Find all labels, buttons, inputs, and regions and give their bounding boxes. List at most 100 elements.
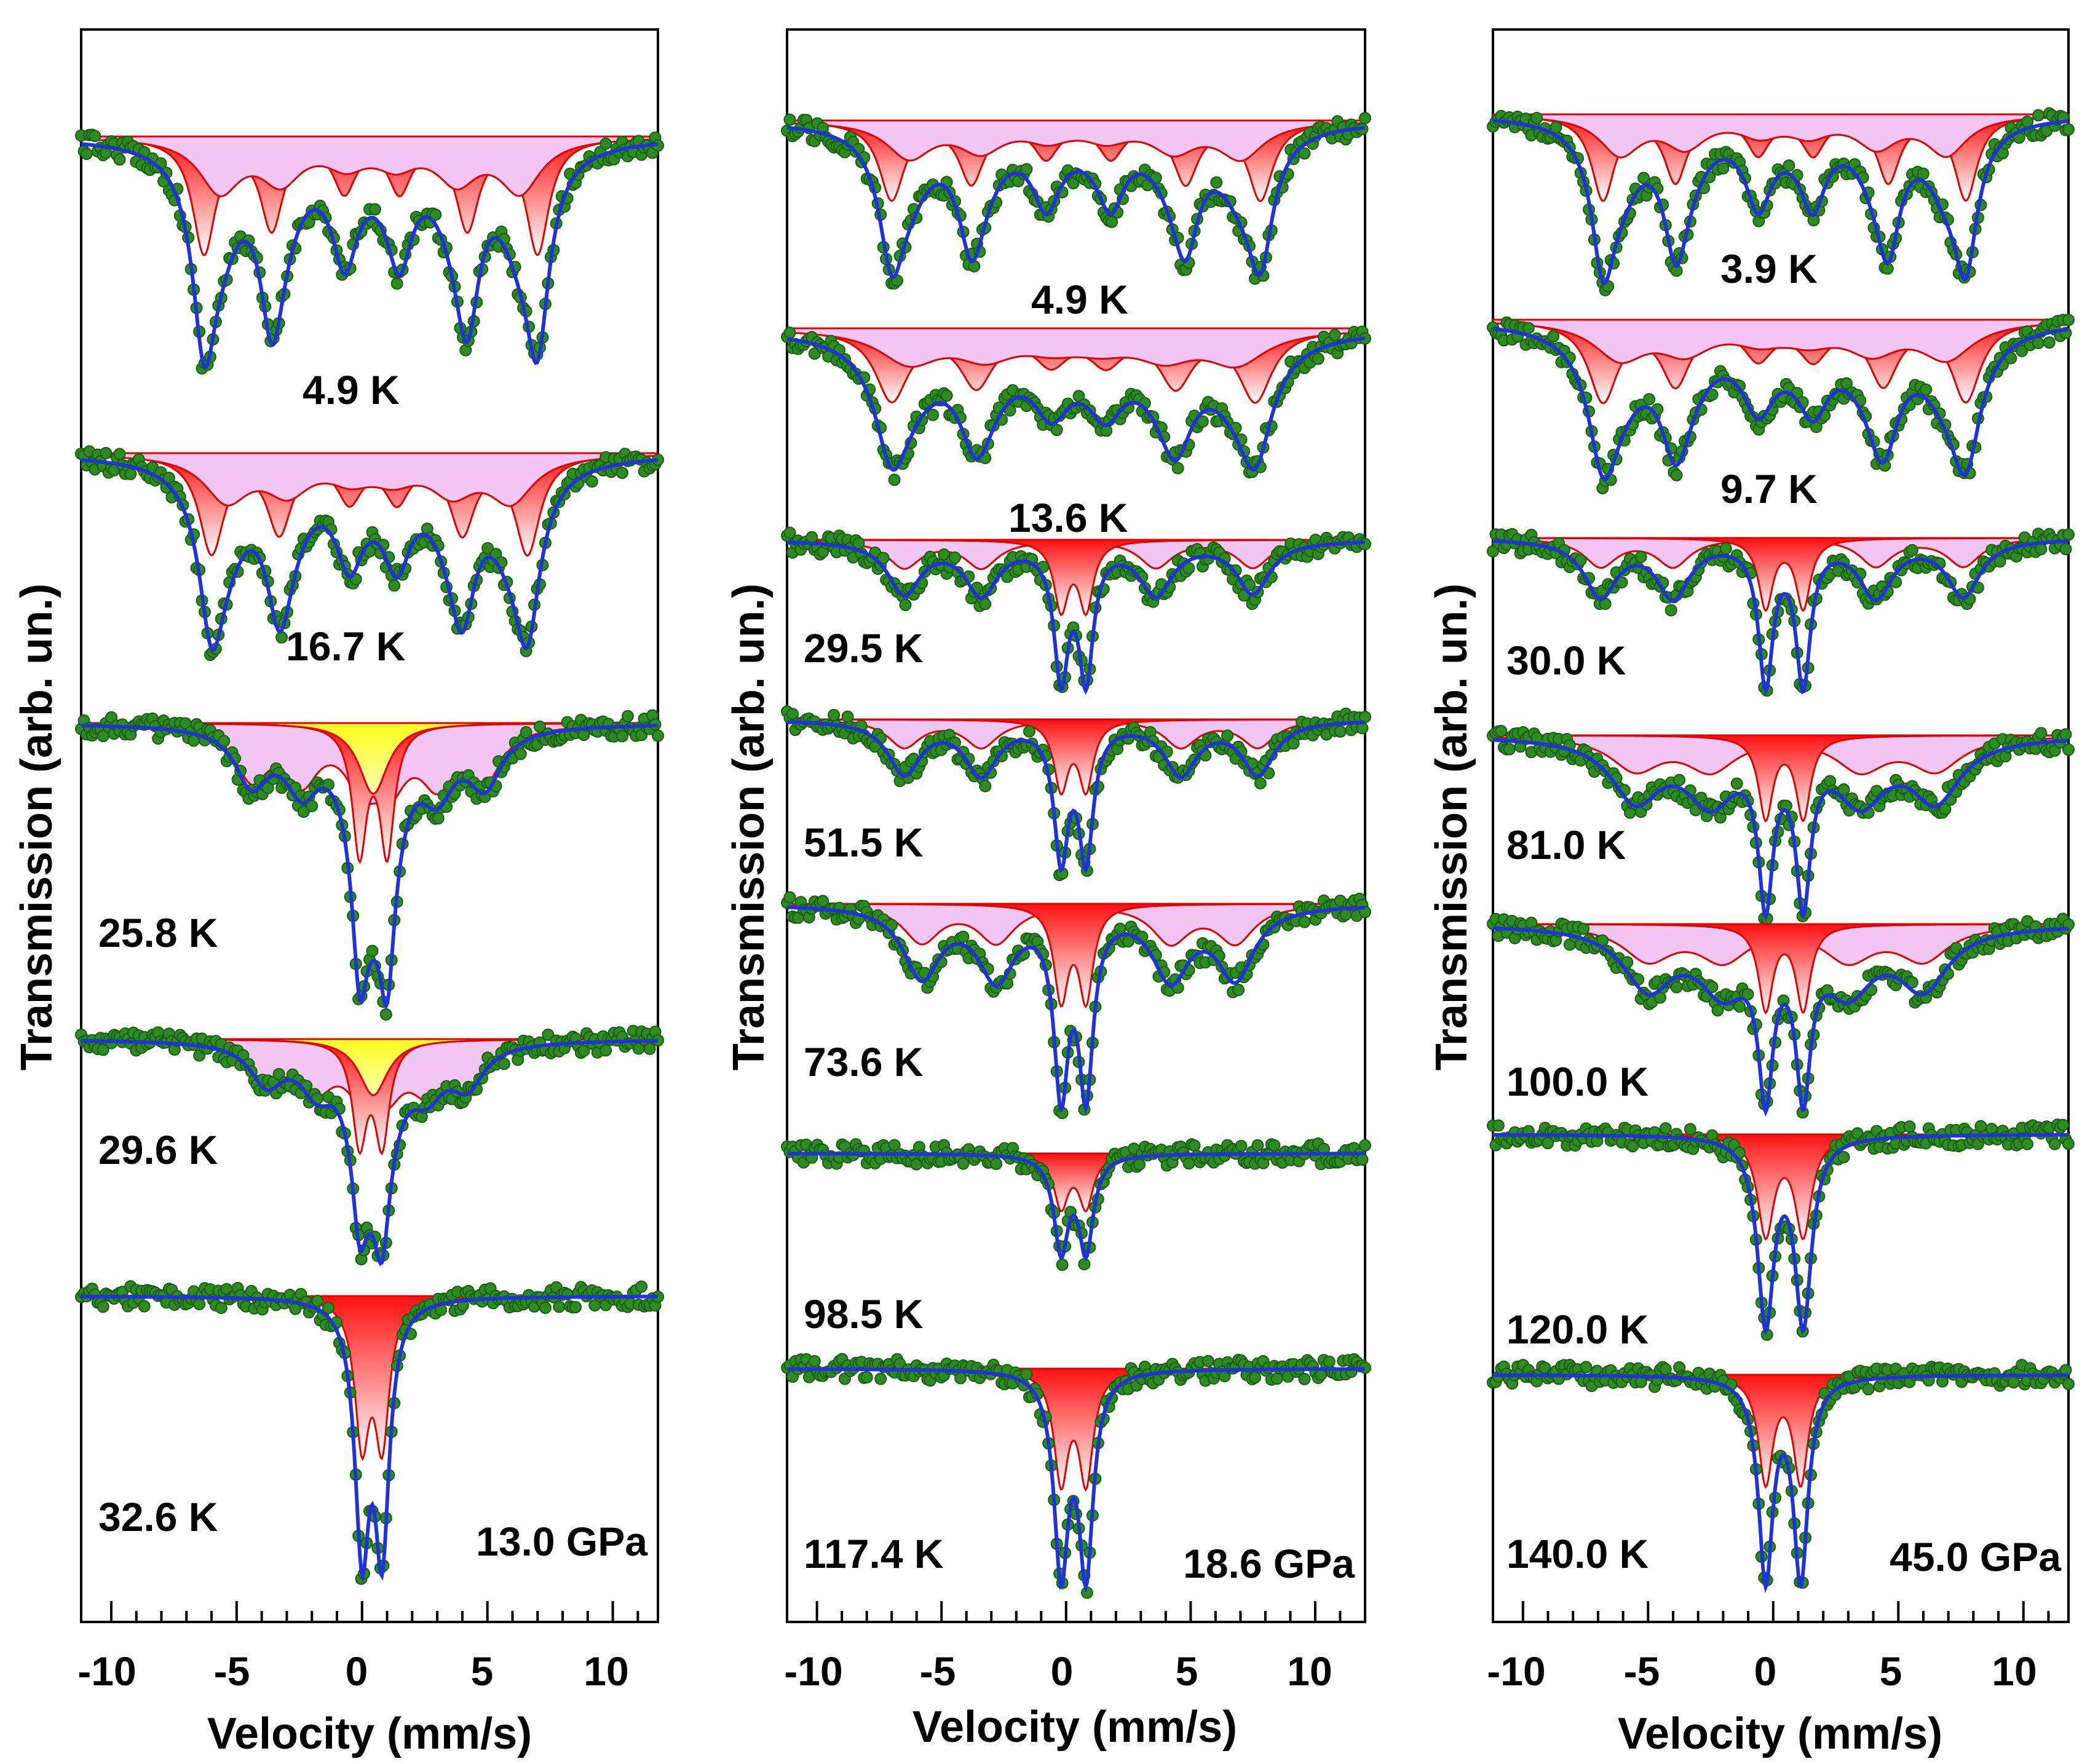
temperature-label: 120.0 K bbox=[1506, 1307, 1649, 1352]
data-point bbox=[1670, 981, 1683, 994]
data-point bbox=[1232, 984, 1245, 996]
data-point bbox=[888, 473, 901, 486]
data-point bbox=[1188, 1139, 1201, 1152]
data-point bbox=[2057, 1118, 2070, 1131]
data-point bbox=[783, 326, 796, 339]
spectrum-29p6K bbox=[75, 1024, 664, 1267]
data-point bbox=[1210, 176, 1223, 189]
plot-frame bbox=[80, 28, 659, 1623]
data-point bbox=[432, 812, 445, 825]
y-axis-label: Transmission (arb. un.) bbox=[1427, 583, 1476, 1070]
spectrum-4p9K bbox=[781, 112, 1371, 290]
temperature-label: 3.9 K bbox=[1720, 246, 1818, 291]
data-point bbox=[1522, 322, 1535, 334]
data-point bbox=[1328, 328, 1341, 341]
data-point bbox=[1251, 1139, 1264, 1152]
temperature-label: 29.6 K bbox=[98, 1127, 218, 1173]
data-point bbox=[1862, 1383, 1875, 1396]
subspectrum-area bbox=[80, 452, 659, 507]
data-point bbox=[2032, 336, 2044, 349]
data-point bbox=[2048, 1137, 2061, 1150]
tick-label: 0 bbox=[346, 1648, 368, 1694]
temperature-label: 140.0 K bbox=[1506, 1531, 1649, 1576]
data-point bbox=[569, 1301, 582, 1313]
data-point bbox=[949, 551, 961, 564]
temperature-label: 32.6 K bbox=[98, 1494, 218, 1540]
temperature-label: 29.5 K bbox=[804, 625, 924, 671]
y-axis-label: Transmission (arb. un.) bbox=[724, 583, 774, 1070]
x-axis-ticks bbox=[815, 1601, 1342, 1622]
data-point bbox=[89, 130, 101, 143]
x-axis-ticks bbox=[1521, 1601, 2050, 1622]
data-point bbox=[124, 467, 137, 480]
data-point bbox=[97, 1300, 109, 1313]
data-point bbox=[390, 277, 403, 290]
data-point bbox=[368, 203, 381, 216]
spectra-area bbox=[75, 129, 664, 1585]
data-point bbox=[1495, 725, 1508, 737]
data-point bbox=[635, 1280, 648, 1293]
data-point bbox=[520, 726, 532, 738]
pressure-label: 45.0 GPa bbox=[1890, 1534, 2062, 1580]
data-point bbox=[539, 1302, 552, 1314]
tick-label: -10 bbox=[784, 1648, 842, 1694]
data-point bbox=[1359, 1139, 1371, 1152]
data-point bbox=[600, 1044, 612, 1057]
tick-label: -5 bbox=[214, 1648, 250, 1694]
y-axis-label: Transmission (arb. un.) bbox=[12, 583, 61, 1070]
data-point bbox=[366, 944, 379, 957]
data-point bbox=[215, 1302, 228, 1315]
data-point bbox=[1684, 1123, 1696, 1136]
data-point bbox=[2062, 123, 2075, 136]
data-point bbox=[162, 472, 175, 485]
data-point bbox=[1023, 725, 1035, 738]
data-point bbox=[2059, 728, 2072, 741]
fit-curve bbox=[81, 724, 659, 1011]
data-point bbox=[100, 446, 113, 459]
data-point bbox=[1133, 1158, 1146, 1171]
data-point bbox=[553, 1300, 566, 1313]
temperature-label: 4.9 K bbox=[1031, 277, 1128, 322]
data-point bbox=[2062, 1137, 2075, 1150]
data-point bbox=[306, 800, 319, 812]
data-point bbox=[1580, 1361, 1593, 1374]
temperature-label: 51.5 K bbox=[804, 820, 924, 865]
temperature-label: 13.6 K bbox=[1008, 495, 1128, 540]
fit-curve bbox=[81, 458, 659, 652]
data-point bbox=[1235, 1139, 1248, 1152]
data-point bbox=[1492, 1119, 1505, 1132]
spectrum-4p9K bbox=[75, 129, 664, 375]
temperature-label: 16.7 K bbox=[286, 623, 406, 669]
subspectrum-area bbox=[786, 1367, 1366, 1492]
data-point bbox=[2059, 543, 2072, 555]
data-point bbox=[1643, 393, 1656, 406]
x-axis-label: Velocity (mm/s) bbox=[1618, 1709, 1942, 1758]
data-point bbox=[80, 148, 93, 160]
data-point bbox=[621, 710, 634, 722]
data-point bbox=[990, 1157, 1003, 1170]
tick-label: 0 bbox=[1754, 1648, 1777, 1694]
data-point bbox=[1730, 777, 1743, 790]
data-point bbox=[1719, 542, 1732, 555]
data-point bbox=[1078, 1258, 1091, 1271]
tick-label: 10 bbox=[1992, 1648, 2036, 1694]
data-point bbox=[805, 531, 818, 544]
data-point bbox=[1050, 424, 1063, 437]
spectrum-13p6K bbox=[781, 325, 1371, 486]
data-point bbox=[1547, 330, 1560, 342]
data-point bbox=[841, 710, 854, 723]
data-point bbox=[1659, 1122, 1672, 1135]
temperature-label: 30.0 K bbox=[1506, 638, 1626, 683]
panel-45gpa: -10 -5 0 5 10 Velocity (mm/s) Transmissi… bbox=[1427, 28, 2075, 1758]
tick-label: -10 bbox=[77, 1648, 136, 1694]
data-point bbox=[1530, 112, 1543, 124]
data-point bbox=[2043, 336, 2056, 349]
data-point bbox=[783, 891, 796, 904]
tick-label: 5 bbox=[471, 1648, 494, 1694]
data-point bbox=[1171, 462, 1184, 475]
panel-13gpa: -10 -5 0 5 10 Velocity (mm/s) Transmissi… bbox=[12, 28, 664, 1758]
data-point bbox=[828, 709, 841, 721]
data-point bbox=[1249, 1371, 1261, 1384]
fit-curve bbox=[81, 142, 659, 370]
temperature-label: 98.5 K bbox=[804, 1291, 924, 1337]
